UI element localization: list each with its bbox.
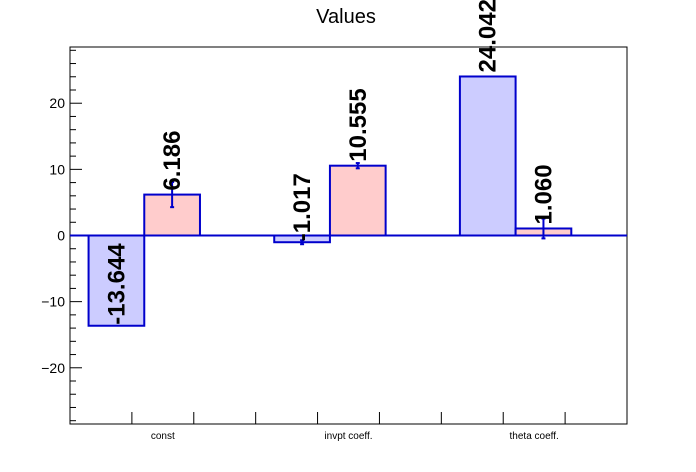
y-tick-label: 10	[49, 161, 65, 177]
category-label: const	[151, 431, 175, 442]
y-axis: −20 −10 0 10 20	[41, 49, 82, 422]
data-labels: -13.644 -1.017 24.042 6.186 10.555 1.060	[103, 0, 557, 325]
bar	[328, 164, 387, 237]
category-label: theta coeff.	[510, 431, 559, 442]
data-label: 1.060	[530, 164, 557, 224]
y-tick-label: −10	[41, 294, 65, 310]
category-label: invpt coeff.	[324, 431, 372, 442]
y-tick-label: 20	[49, 95, 65, 111]
bar	[87, 234, 146, 327]
y-tick-label: −20	[41, 360, 65, 376]
data-label: 10.555	[345, 88, 372, 161]
data-label: -1.017	[289, 173, 316, 241]
y-tick-label: 0	[57, 228, 65, 244]
data-label: -13.644	[103, 243, 130, 325]
x-axis: const invpt coeff. theta coeff.	[131, 412, 566, 442]
bar	[458, 75, 517, 237]
bars	[87, 75, 573, 327]
data-label: 6.186	[159, 131, 186, 191]
data-label: 24.042	[475, 0, 502, 72]
error-bars	[170, 162, 546, 246]
chart-title: Values	[316, 6, 376, 28]
